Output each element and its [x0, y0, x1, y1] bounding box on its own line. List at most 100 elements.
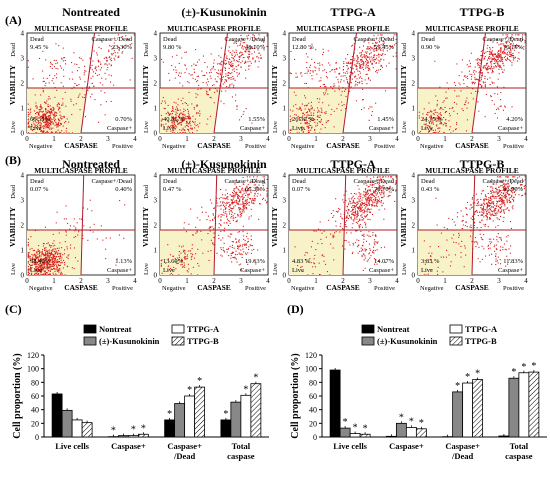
event-dot	[162, 61, 164, 63]
event-dot	[369, 189, 371, 191]
event-dot	[462, 215, 464, 217]
event-dot	[244, 189, 246, 191]
event-dot	[248, 246, 250, 248]
event-dot	[266, 190, 268, 192]
event-dot	[490, 207, 492, 209]
event-dot	[28, 125, 30, 127]
event-dot	[305, 251, 307, 253]
event-dot	[489, 217, 491, 219]
event-dot	[440, 114, 442, 116]
event-dot	[236, 187, 238, 189]
event-dot	[183, 119, 185, 121]
event-dot	[85, 70, 87, 72]
event-dot	[43, 121, 45, 123]
event-dot	[522, 194, 524, 196]
event-dot	[363, 209, 365, 211]
event-dot	[376, 42, 378, 44]
event-dot	[488, 53, 490, 55]
event-dot	[36, 265, 38, 267]
event-dot	[377, 53, 379, 55]
event-dot	[220, 239, 222, 241]
event-dot	[213, 59, 215, 61]
event-dot	[34, 269, 36, 271]
event-dot	[440, 114, 442, 116]
event-dot	[465, 207, 467, 209]
event-dot	[230, 255, 232, 257]
x-tick-label: 0	[416, 135, 420, 143]
event-dot	[50, 122, 52, 124]
event-dot	[70, 244, 72, 246]
event-dot	[320, 107, 322, 109]
event-dot	[248, 53, 250, 55]
event-dot	[186, 270, 188, 272]
event-dot	[193, 68, 195, 70]
y-axis-label: VIABILITY	[399, 206, 408, 247]
event-dot	[42, 132, 44, 134]
event-dot	[36, 267, 38, 269]
event-dot	[254, 45, 256, 47]
event-dot	[291, 118, 293, 120]
event-dot	[505, 53, 507, 55]
quad-value-caspase-dead: 59.45%	[374, 44, 395, 51]
event-dot	[50, 61, 52, 63]
event-dot	[333, 126, 335, 128]
event-dot	[64, 60, 66, 62]
event-dot	[29, 257, 31, 259]
event-dot	[186, 120, 188, 122]
event-dot	[361, 53, 363, 55]
sample-title: Nontreated	[62, 157, 120, 171]
event-dot	[367, 69, 369, 71]
event-dot	[429, 130, 431, 132]
event-dot	[233, 70, 235, 72]
event-dot	[56, 105, 58, 107]
event-dot	[446, 249, 448, 251]
event-dot	[374, 54, 376, 56]
event-dot	[289, 109, 291, 111]
event-dot	[345, 199, 347, 201]
event-dot	[57, 123, 59, 125]
event-dot	[510, 51, 512, 53]
event-dot	[75, 84, 77, 86]
event-dot	[45, 102, 47, 104]
event-dot	[243, 183, 245, 185]
event-dot	[378, 186, 380, 188]
event-dot	[31, 247, 33, 249]
event-dot	[54, 96, 56, 98]
event-dot	[28, 272, 30, 274]
event-dot	[178, 123, 180, 125]
event-dot	[188, 268, 190, 270]
event-dot	[218, 73, 220, 75]
event-dot	[372, 204, 374, 206]
event-dot	[131, 43, 133, 45]
event-dot	[342, 218, 344, 220]
event-dot	[473, 227, 475, 229]
event-dot	[39, 109, 41, 111]
event-dot	[171, 56, 173, 58]
event-dot	[306, 252, 308, 254]
event-dot	[368, 235, 370, 237]
event-dot	[503, 243, 505, 245]
event-dot	[522, 34, 524, 36]
event-dot	[509, 221, 511, 223]
event-dot	[194, 71, 196, 73]
event-dot	[289, 132, 291, 134]
event-dot	[357, 222, 359, 224]
event-dot	[234, 194, 236, 196]
event-dot	[190, 125, 192, 127]
event-dot	[64, 91, 66, 93]
event-dot	[31, 123, 33, 125]
event-dot	[357, 59, 359, 61]
event-dot	[304, 95, 306, 97]
event-dot	[314, 266, 316, 268]
event-dot	[483, 224, 485, 226]
event-dot	[225, 80, 227, 82]
event-dot	[354, 208, 356, 210]
event-dot	[181, 258, 183, 260]
event-dot	[367, 211, 369, 213]
event-dot	[236, 106, 238, 108]
event-dot	[506, 240, 508, 242]
event-dot	[367, 61, 369, 63]
event-dot	[168, 114, 170, 116]
event-dot	[179, 114, 181, 116]
event-dot	[300, 72, 302, 74]
